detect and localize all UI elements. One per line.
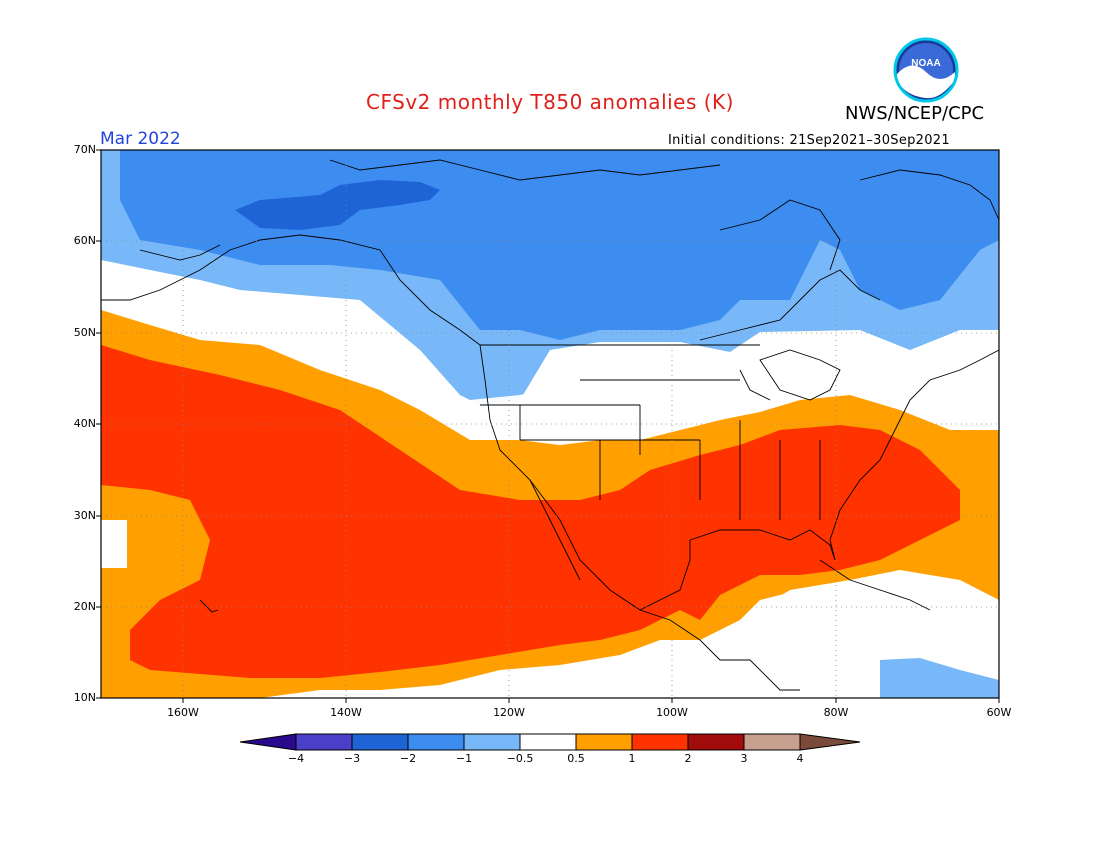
lon-label-160w: 160W [167, 706, 199, 719]
lat-label-10n: 10N [73, 691, 96, 704]
lat-label-70n: 70N [73, 143, 96, 156]
colorbar-tick: 4 [796, 752, 804, 765]
lat-label-30n: 30N [73, 509, 96, 522]
axis-ticks [96, 149, 1000, 703]
lon-label-60w: 60W [986, 706, 1012, 719]
colorbar-tick: −4 [287, 752, 305, 765]
colorbar-tick: 1 [628, 752, 636, 765]
colorbar-tick: 3 [740, 752, 748, 765]
coastlines [101, 159, 1000, 691]
lon-label-100w: 100W [656, 706, 688, 719]
org-label: NWS/NCEP/CPC [845, 103, 985, 124]
initial-conditions-label: Initial conditions: 21Sep2021–30Sep2021 [668, 133, 950, 148]
lon-label-120w: 120W [493, 706, 525, 719]
lat-label-50n: 50N [73, 326, 96, 339]
colorbar-tick: 0.5 [567, 752, 585, 765]
period-label: Mar 2022 [100, 129, 181, 149]
lon-label-80w: 80W [823, 706, 849, 719]
lat-label-60n: 60N [73, 234, 96, 247]
lat-label-20n: 20N [73, 600, 96, 613]
colorbar [239, 733, 861, 751]
noaa-logo: NOAA [893, 37, 959, 103]
map-title: CFSv2 monthly T850 anomalies (K) [366, 90, 734, 114]
colorbar-tick: 2 [684, 752, 692, 765]
lon-label-140w: 140W [330, 706, 362, 719]
colorbar-tick: −0.5 [506, 752, 534, 765]
svg-text:NOAA: NOAA [911, 58, 940, 69]
colorbar-tick: −2 [399, 752, 417, 765]
lat-label-40n: 40N [73, 417, 96, 430]
anomaly-field [101, 150, 999, 698]
colorbar-tick: −1 [455, 752, 473, 765]
colorbar-tick: −3 [343, 752, 361, 765]
